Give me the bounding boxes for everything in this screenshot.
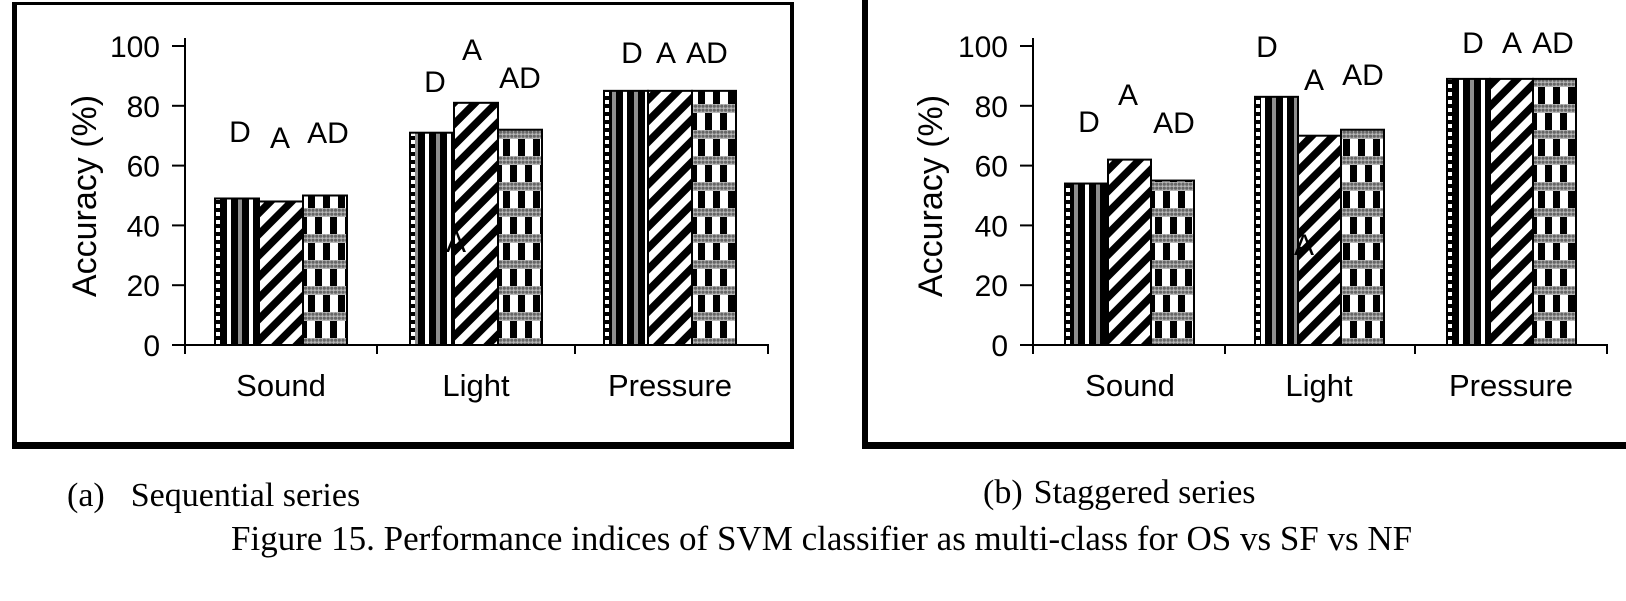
series-label-staggered-sound-A: A <box>1118 79 1138 112</box>
series-label-staggered-pressure-A: A <box>1502 27 1522 60</box>
series-label-sequential-pressure-D: D <box>621 37 643 70</box>
series-label-sequential-pressure-AD: AD <box>686 37 728 70</box>
series-label-staggered-pressure-D: D <box>1462 27 1484 60</box>
series-label-staggered-sound-D: D <box>1078 106 1100 139</box>
y-tick-label: 100 <box>958 31 1008 64</box>
y-tick-label: 0 <box>143 330 160 363</box>
bar-staggered-pressure-AD <box>1532 77 1577 346</box>
bar-staggered-sound-AD <box>1150 179 1195 346</box>
bar-staggered-sound-A <box>1107 158 1152 346</box>
y-tick-label: 20 <box>127 270 160 303</box>
bar-sequential-sound-D <box>214 197 260 346</box>
category-label-sound: Sound <box>1085 368 1175 403</box>
bar-sequential-light-D <box>409 131 455 346</box>
y-tick-label: 40 <box>975 210 1008 243</box>
bar-edge-dots <box>411 133 415 344</box>
bar-sequential-light-A <box>453 101 499 346</box>
subcaption-a: (a) Sequential series <box>67 477 360 514</box>
series-label-sequential-sound-A: A <box>270 122 290 155</box>
category-label-pressure: Pressure <box>608 368 732 403</box>
series-label-staggered-light-D: D <box>1256 31 1278 64</box>
bar-staggered-light-A <box>1297 134 1342 346</box>
chart-sequential: 0 20 40 60 80 100 Sound Light Pressure Accuracy (… <box>66 31 769 403</box>
category-label-pressure: Pressure <box>1449 368 1573 403</box>
bar-staggered-light-AD <box>1340 128 1385 346</box>
stray-annotation-staggered: A <box>1294 229 1314 262</box>
subcaption-b-title: Staggered series <box>1033 474 1256 511</box>
category-label-sound: Sound <box>236 368 326 403</box>
series-label-staggered-sound-AD: AD <box>1153 107 1195 140</box>
y-tick-label: 40 <box>127 210 160 243</box>
series-label-sequential-light-AD: AD <box>499 62 541 95</box>
y-tick-label: 60 <box>975 151 1008 184</box>
y-tick-label: 0 <box>991 330 1008 363</box>
figure-caption: Figure 15. Performance indices of SVM cl… <box>231 519 1413 558</box>
series-label-staggered-light-AD: AD <box>1342 59 1384 92</box>
subcaption-a-title: Sequential series <box>130 477 361 514</box>
category-label-light: Light <box>1285 368 1353 403</box>
series-label-sequential-sound-AD: AD <box>307 117 349 150</box>
subcaption-b: (b) Staggered series <box>983 474 1256 511</box>
bar-edge-dots <box>605 91 609 344</box>
bar-edge-dots <box>1256 97 1260 344</box>
series-label-sequential-light-D: D <box>424 66 446 99</box>
bar-sequential-sound-AD <box>302 194 348 346</box>
panel-a-frame <box>12 2 794 449</box>
bar-staggered-pressure-D <box>1446 77 1491 346</box>
series-label-sequential-sound-D: D <box>229 116 251 149</box>
series-label-staggered-pressure-AD: AD <box>1532 27 1574 60</box>
y-tick-label: 60 <box>127 151 160 184</box>
bar-sequential-pressure-A <box>647 89 693 346</box>
y-tick-label: 80 <box>975 91 1008 124</box>
series-label-sequential-light-A: A <box>462 34 482 67</box>
series-label-staggered-light-A: A <box>1304 64 1324 97</box>
bar-edge-dots <box>216 199 220 344</box>
bar-sequential-light-AD <box>497 128 543 346</box>
y-axis-title: Accuracy (%) <box>912 95 950 297</box>
y-tick-label: 20 <box>975 270 1008 303</box>
subcaption-a-label: (a) <box>67 477 105 514</box>
bar-staggered-light-D <box>1254 95 1299 346</box>
bar-edge-dots <box>1448 79 1452 344</box>
panel-b-frame <box>862 0 1626 449</box>
series-label-sequential-pressure-A: A <box>656 37 676 70</box>
y-tick-label: 100 <box>110 31 160 64</box>
bar-sequential-pressure-D <box>603 89 649 346</box>
y-tick-label: 80 <box>127 91 160 124</box>
chart-staggered: 0 20 40 60 80 100 Sound Light Pressure Accuracy (… <box>912 27 1608 403</box>
stray-annotation-sequential: A <box>446 226 466 259</box>
bar-sequential-sound-A <box>258 200 304 346</box>
bar-edge-dots <box>1066 184 1070 344</box>
category-label-light: Light <box>442 368 510 403</box>
bar-sequential-pressure-AD <box>691 89 737 346</box>
bar-staggered-pressure-A <box>1489 77 1534 346</box>
y-axis-title: Accuracy (%) <box>66 95 104 297</box>
subcaption-b-label: (b) <box>983 474 1023 511</box>
bar-staggered-sound-D <box>1064 182 1109 346</box>
